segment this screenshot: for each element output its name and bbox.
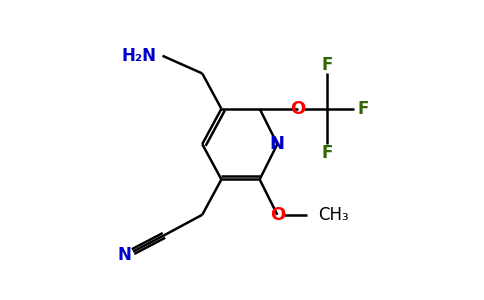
Text: F: F [322, 56, 333, 74]
Text: F: F [357, 100, 368, 118]
Text: N: N [270, 135, 285, 153]
Text: O: O [270, 206, 285, 224]
Text: CH₃: CH₃ [318, 206, 349, 224]
Text: N: N [118, 245, 132, 263]
Text: O: O [290, 100, 305, 118]
Text: F: F [322, 144, 333, 162]
Text: H₂N: H₂N [121, 47, 157, 65]
